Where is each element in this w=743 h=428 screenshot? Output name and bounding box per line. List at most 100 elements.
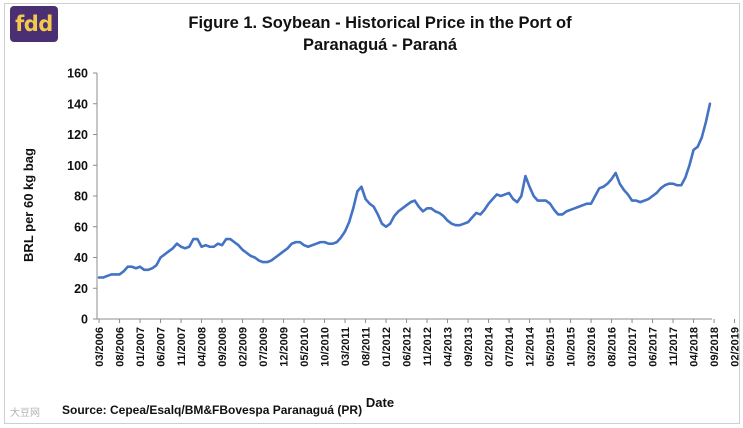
x-tick-label: 03/2006 (94, 327, 106, 367)
x-tick-label: 10/2010 (320, 327, 332, 367)
data-point (225, 238, 227, 240)
data-point (578, 206, 580, 208)
data-point (602, 186, 604, 188)
data-point (258, 260, 260, 262)
watermark: 大豆网 (10, 408, 40, 419)
data-point (684, 177, 686, 179)
data-point (582, 204, 584, 206)
data-point (529, 186, 531, 188)
data-point (164, 253, 166, 255)
data-point (508, 192, 510, 194)
x-tick-label: 09/2013 (463, 327, 475, 367)
data-point (656, 192, 658, 194)
data-point (565, 210, 567, 212)
data-point (426, 207, 428, 209)
data-point (705, 121, 707, 123)
data-point (176, 243, 178, 245)
data-point (660, 187, 662, 189)
data-point (664, 184, 666, 186)
y-tick-label: 140 (67, 97, 88, 111)
data-point (221, 244, 223, 246)
data-point (192, 238, 194, 240)
data-point (266, 261, 268, 263)
x-tick-label: 11/2012 (422, 327, 434, 366)
y-tick-label: 60 (74, 220, 88, 234)
source-note: Source: Cepea/Esalq/BM&FBovespa Paranagu… (62, 403, 363, 417)
data-point (545, 200, 547, 202)
data-point (155, 264, 157, 266)
data-point (184, 247, 186, 249)
data-point (676, 184, 678, 186)
x-tick-label: 04/2008 (197, 327, 209, 367)
x-tick-label: 04/2013 (443, 327, 455, 367)
data-point (139, 266, 141, 268)
data-point (389, 223, 391, 225)
data-point (549, 203, 551, 205)
x-tick-label: 01/2012 (381, 327, 393, 367)
data-point (557, 213, 559, 215)
data-point (242, 249, 244, 251)
data-point (418, 206, 420, 208)
data-point (500, 195, 502, 197)
data-point (430, 207, 432, 209)
data-point (709, 103, 711, 105)
data-point (119, 273, 121, 275)
data-point (598, 187, 600, 189)
x-tick-label: 06/2012 (402, 327, 414, 367)
figure-frame (4, 3, 740, 424)
data-point (299, 241, 301, 243)
x-tick-label: 04/2018 (689, 327, 701, 367)
data-point (324, 241, 326, 243)
y-tick-label: 40 (74, 251, 88, 265)
data-point (537, 200, 539, 202)
x-tick-label: 05/2015 (545, 327, 557, 367)
data-point (471, 217, 473, 219)
data-point (504, 193, 506, 195)
data-point (697, 146, 699, 148)
data-point (131, 266, 133, 268)
data-point (250, 255, 252, 257)
data-point (291, 243, 293, 245)
data-point (373, 206, 375, 208)
data-point (635, 200, 637, 202)
data-point (459, 224, 461, 226)
data-point (442, 215, 444, 217)
data-point (619, 183, 621, 185)
data-point (278, 253, 280, 255)
data-point (516, 201, 518, 203)
data-point (283, 250, 285, 252)
data-point (180, 246, 182, 248)
data-point (570, 209, 572, 211)
x-tick-label: 07/2009 (258, 327, 270, 367)
y-tick-label: 100 (67, 159, 88, 173)
data-point (524, 175, 526, 177)
data-point (168, 250, 170, 252)
x-tick-label: 09/2018 (709, 327, 721, 367)
x-tick-label: 12/2014 (525, 326, 537, 367)
x-tick-label: 05/2010 (299, 327, 311, 367)
x-tick-label: 07/2014 (504, 326, 516, 367)
data-point (262, 261, 264, 263)
x-tick-label: 03/2011 (340, 327, 352, 366)
data-point (393, 215, 395, 217)
data-point (561, 213, 563, 215)
x-tick-label: 09/2008 (217, 327, 229, 367)
data-point (151, 267, 153, 269)
data-point (201, 246, 203, 248)
x-axis-label: Date (365, 395, 395, 410)
x-tick-label: 01/2007 (135, 327, 147, 367)
data-point (127, 266, 129, 268)
data-point (668, 183, 670, 185)
data-point (332, 243, 334, 245)
x-tick-label: 10/2015 (566, 327, 578, 367)
data-point (451, 223, 453, 225)
data-point (352, 207, 354, 209)
data-point (483, 209, 485, 211)
x-tick-label: 08/2016 (607, 327, 619, 367)
x-tick-label: 03/2016 (586, 327, 598, 367)
data-point (328, 243, 330, 245)
data-point (340, 237, 342, 239)
data-point (381, 223, 383, 225)
data-point (160, 257, 162, 259)
data-point (479, 213, 481, 215)
